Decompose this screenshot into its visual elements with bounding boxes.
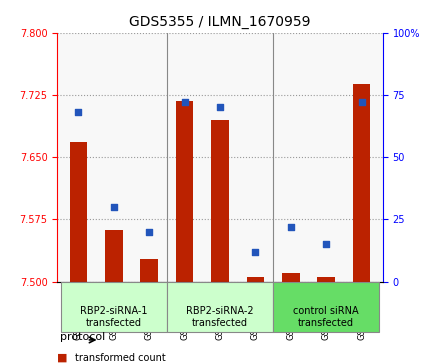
Bar — [246, 277, 264, 282]
Point — [323, 241, 330, 247]
Point — [287, 224, 294, 230]
Text: RBP2-siRNA-1
transfected: RBP2-siRNA-1 transfected — [80, 306, 147, 328]
Point — [216, 105, 224, 110]
Point — [181, 99, 188, 105]
FancyBboxPatch shape — [61, 282, 167, 332]
Bar — [211, 120, 229, 282]
Text: control siRNA
transfected: control siRNA transfected — [293, 306, 359, 328]
Point — [252, 249, 259, 254]
Bar — [282, 273, 300, 282]
Text: transformed count: transformed count — [75, 352, 165, 363]
Point — [146, 229, 153, 235]
Bar — [105, 230, 123, 282]
Bar — [70, 142, 87, 282]
Point — [110, 204, 117, 210]
FancyBboxPatch shape — [167, 282, 273, 332]
Bar — [317, 277, 335, 282]
Title: GDS5355 / ILMN_1670959: GDS5355 / ILMN_1670959 — [129, 15, 311, 29]
Text: protocol: protocol — [60, 332, 106, 342]
Point — [75, 109, 82, 115]
Bar — [140, 259, 158, 282]
FancyBboxPatch shape — [273, 282, 379, 332]
Text: RBP2-siRNA-2
transfected: RBP2-siRNA-2 transfected — [186, 306, 254, 328]
Point — [358, 99, 365, 105]
Text: ■: ■ — [57, 352, 68, 363]
Bar — [176, 101, 194, 282]
Bar — [353, 84, 370, 282]
